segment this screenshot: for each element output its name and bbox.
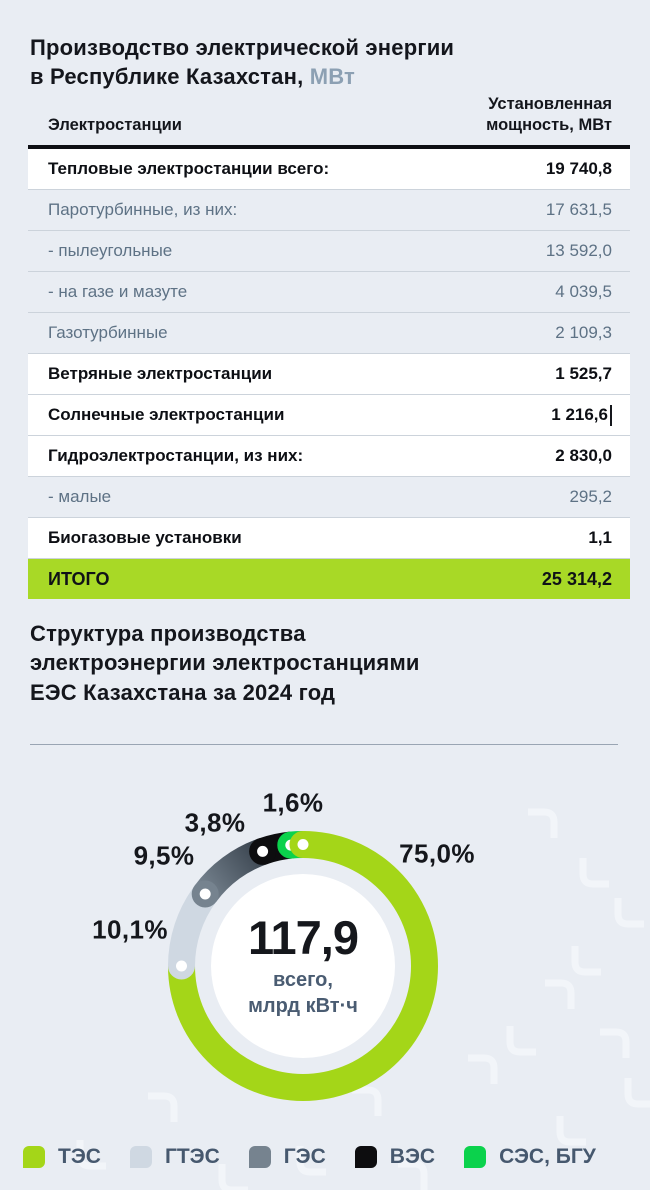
chart-legend: ТЭС ГТЭС ГЭС ВЭС СЭС, БГУ — [23, 1145, 596, 1169]
legend-label: СЭС, БГУ — [499, 1145, 596, 1168]
table-row: Солнечные электростанции 1 216,6 — [28, 394, 630, 436]
row-value: 1 216,6 — [551, 405, 608, 425]
capacity-table: Электростанции Установленная мощность, М… — [28, 94, 630, 600]
table-row: Гидроэлектростанции, из них: 2 830,0 — [28, 435, 630, 477]
row-value: 17 631,5 — [545, 200, 612, 220]
text-cursor — [610, 404, 612, 426]
row-value: 1,1 — [588, 528, 612, 548]
row-value: 2 830,0 — [555, 446, 612, 466]
donut-marker-ВЭС — [249, 837, 277, 865]
legend-swatch-icon — [129, 1146, 152, 1168]
table-row: Ветряные электростанции 1 525,7 — [28, 353, 630, 395]
section-divider — [30, 744, 618, 745]
row-label: Паротурбинные, из них: — [48, 200, 238, 220]
row-label: - пылеугольные — [48, 241, 173, 261]
pie-label-ves: 3,8% — [184, 807, 246, 838]
title-unit: МВт — [309, 64, 356, 90]
row-label: ИТОГО — [48, 568, 110, 589]
legend-swatch-icon — [23, 1146, 45, 1168]
donut-arc-ТЭС — [168, 831, 438, 1101]
row-value: 19 740,8 — [545, 159, 612, 179]
legend-label: ГЭС — [283, 1145, 326, 1168]
legend-item-ges: ГЭС — [248, 1145, 326, 1169]
row-label: Биогазовые установки — [48, 528, 242, 548]
legend-item-gtes: ГТЭС — [129, 1145, 220, 1169]
legend-item-ses-bgu: СЭС, БГУ — [464, 1145, 596, 1169]
page-title-line2: в Республике Казахстан, МВт — [30, 64, 356, 90]
legend-label: ВЭС — [389, 1145, 436, 1168]
row-value: 13 592,0 — [545, 241, 612, 261]
row-label: Тепловые электростанции всего: — [48, 159, 330, 179]
row-value: 295,2 — [569, 487, 612, 507]
table-header: Электростанции Установленная мощность, М… — [28, 94, 630, 150]
row-value: 25 314,2 — [541, 568, 612, 589]
row-value: 2 109,3 — [555, 323, 612, 343]
donut-marker-ГЭС — [191, 880, 219, 908]
donut-marker-ТЭС — [289, 831, 317, 858]
legend-swatch-icon — [464, 1146, 487, 1168]
row-label: - малые — [48, 487, 112, 507]
donut-center: 117,9 всего, млрд кВт·ч — [211, 874, 395, 1058]
section-title: Структура производства электроэнергии эл… — [30, 621, 420, 705]
row-label: Ветряные электростанции — [48, 364, 273, 384]
legend-label: ТЭС — [58, 1145, 101, 1168]
table-row: Тепловые электростанции всего: 19 740,8 — [28, 149, 630, 190]
donut-rings — [168, 830, 438, 1101]
row-label: Солнечные электростанции — [48, 405, 285, 425]
row-value: 4 039,5 — [555, 282, 612, 302]
page-title: Производство электрической энергии в Рес… — [30, 33, 454, 91]
column-header-stations: Электростанции — [48, 116, 182, 135]
table-row: - на газе и мазуте 4 039,5 — [28, 271, 630, 312]
table-row-total: ИТОГО 25 314,2 — [28, 558, 630, 600]
donut-chart: 75,0% 10,1% 9,5% 3,8% 1,6% 117,9 всего, … — [0, 750, 650, 1150]
row-label: Газотурбинные — [48, 323, 168, 343]
table-row: Паротурбинные, из них: 17 631,5 — [28, 189, 630, 230]
table-row: Биогазовые установки 1,1 — [28, 517, 630, 559]
pie-label-ses: 1,6% — [262, 787, 324, 818]
donut-marker-ГТЭС — [168, 952, 195, 980]
page-title-line1: Производство электрической энергии — [30, 35, 455, 60]
pie-label-tes: 75,0% — [399, 838, 475, 869]
legend-item-ves: ВЭС — [354, 1145, 436, 1169]
row-value: 1 525,7 — [555, 364, 612, 384]
total-caption: всего, млрд кВт·ч — [248, 968, 358, 1017]
pie-label-gtes: 10,1% — [92, 914, 168, 945]
total-value: 117,9 — [247, 910, 359, 964]
legend-swatch-icon — [354, 1146, 377, 1168]
table-row: Газотурбинные 2 109,3 — [28, 312, 630, 353]
pie-label-ges: 9,5% — [133, 840, 195, 871]
legend-label: ГТЭС — [164, 1145, 220, 1168]
legend-swatch-icon — [248, 1146, 271, 1168]
table-row: - малые 295,2 — [28, 476, 630, 517]
row-value-wrap: 1 216,6 — [551, 404, 612, 426]
column-header-capacity: Установленная мощность, МВт — [486, 95, 612, 135]
table-row: - пылеугольные 13 592,0 — [28, 230, 630, 271]
row-label: Гидроэлектростанции, из них: — [48, 446, 304, 466]
legend-item-tes: ТЭС — [23, 1145, 101, 1169]
row-label: - на газе и мазуте — [48, 282, 188, 302]
